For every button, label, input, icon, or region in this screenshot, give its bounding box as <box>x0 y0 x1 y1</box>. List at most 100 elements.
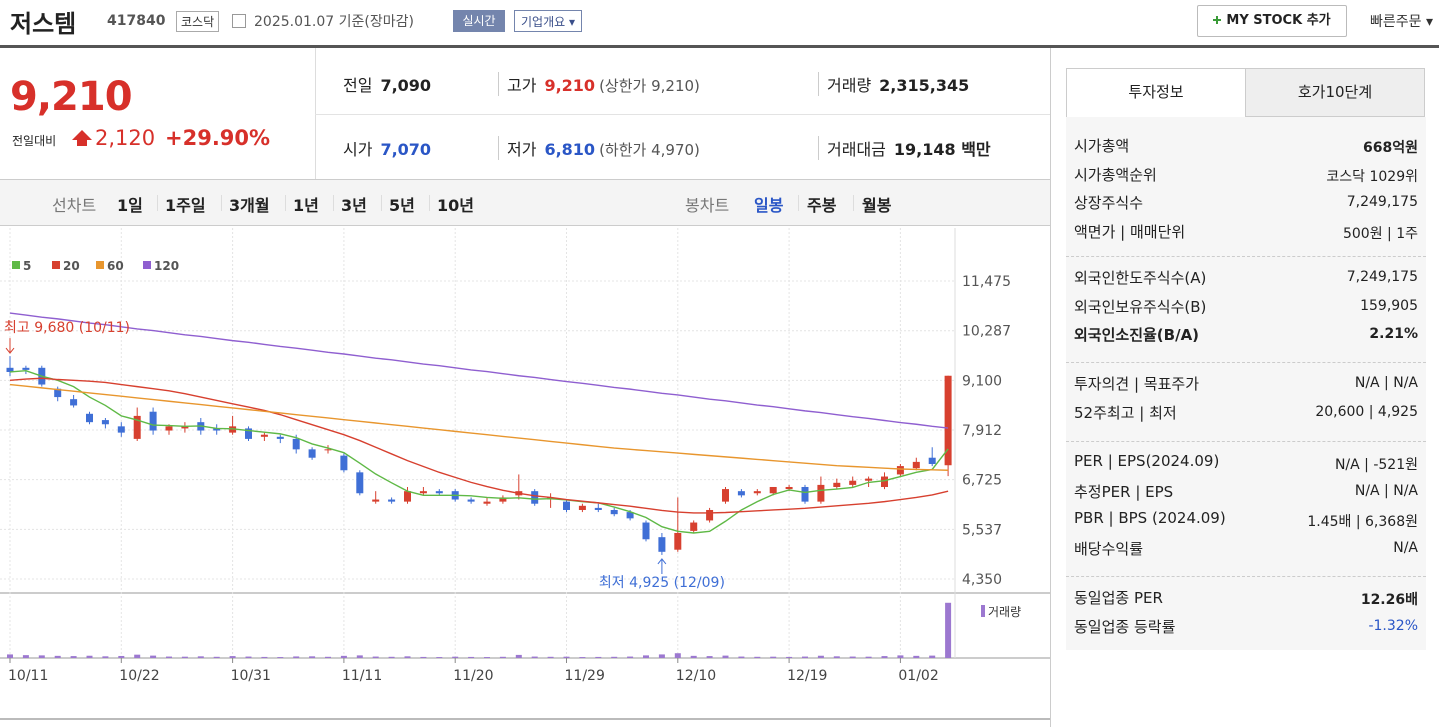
candle-body <box>435 491 443 494</box>
quick-order-label: 빠른주문 <box>1370 14 1422 30</box>
period-tab[interactable]: 1년 <box>293 196 319 215</box>
label: 거래량 <box>827 76 872 95</box>
info-value: 7,249,175 <box>1346 194 1418 210</box>
legend-label: 거래량 <box>988 605 1021 619</box>
volume-bar <box>531 656 538 658</box>
x-tick-label: 10/11 <box>8 668 48 684</box>
info-label: 동일업종 등락률 <box>1074 617 1176 636</box>
volume-bar <box>70 656 77 658</box>
volume-bar <box>54 655 61 658</box>
volume-bar <box>38 655 45 658</box>
note: (상한가 9,210) <box>599 77 700 95</box>
overview-label: 기업개요 <box>521 15 566 29</box>
volume-bar <box>261 656 268 658</box>
volume-bar <box>356 655 363 658</box>
candle-body <box>578 505 586 510</box>
change: 2,120 <box>95 126 156 150</box>
candle-body <box>865 478 873 481</box>
value: 19,148 백만 <box>893 140 991 159</box>
volume-bar <box>563 656 570 658</box>
volume-bar <box>118 655 125 658</box>
period-tab[interactable]: 1일 <box>117 196 143 215</box>
volume-bar <box>340 655 347 658</box>
volume-bar <box>929 655 936 658</box>
quick-order[interactable]: 빠른주문 ▾ <box>1370 14 1434 30</box>
current-price: 9,210 <box>10 74 133 120</box>
y-tick-label: 11,475 <box>962 274 1011 290</box>
info-tab[interactable]: 호가10단계 <box>1245 68 1425 117</box>
volume-bar <box>404 656 411 658</box>
volume-bar <box>102 656 109 658</box>
info-row: 외국인한도주식수(A) 7,249,175 <box>1066 263 1426 292</box>
y-tick-label: 9,100 <box>962 373 1002 389</box>
info-label: 시가총액 <box>1074 137 1130 155</box>
info-section: 투자의견 | 목표주가 N/A | N/A 52주최고 | 최저 20,600 | 4… <box>1066 362 1426 426</box>
stock-name: 저스템 <box>10 10 77 38</box>
candle-body <box>896 466 904 475</box>
volume-bar <box>7 654 13 658</box>
volume-bar <box>468 656 475 658</box>
up-icon-stem <box>77 140 87 146</box>
candle-body <box>753 491 761 494</box>
realtime-button[interactable]: 실시간 <box>453 10 505 32</box>
volume-bar <box>786 656 793 658</box>
candle-body <box>419 491 427 494</box>
candle-body <box>308 449 316 458</box>
legend-swatch <box>143 261 151 269</box>
period-tab[interactable]: 10년 <box>437 196 474 215</box>
volume-bar <box>372 656 379 658</box>
info-value: 20,600 | 4,925 <box>1315 403 1418 420</box>
candle-body <box>149 411 157 431</box>
candle-body <box>467 499 475 502</box>
x-tick-label: 11/20 <box>453 668 493 684</box>
period-tab[interactable]: 월봉 <box>862 196 892 215</box>
up-icon <box>72 130 92 140</box>
candle-body <box>610 509 618 515</box>
value: 6,810 <box>544 140 596 159</box>
candle-body <box>785 486 793 490</box>
x-tick-label: 01/02 <box>898 668 938 684</box>
candle-body <box>324 449 332 451</box>
value: 7,070 <box>380 140 432 159</box>
candle-body <box>181 426 189 429</box>
info-section: 시가총액 668억원 시가총액순위 코스닥 1029위 상장주식수 7,249,175 액면… <box>1066 131 1426 245</box>
label: 거래대금 <box>827 140 886 159</box>
candle-body <box>801 486 809 502</box>
info-tab[interactable]: 투자정보 <box>1066 68 1246 117</box>
divider <box>315 48 316 179</box>
overview-button[interactable]: 기업개요 ▾ <box>514 10 583 32</box>
mystock-button[interactable]: MY STOCK 추가 <box>1197 5 1347 37</box>
period-tab[interactable]: 일봉 <box>754 196 784 215</box>
volume-bar <box>181 656 188 658</box>
volume-bar <box>817 655 824 658</box>
volume-bar <box>436 657 443 658</box>
tab-separator <box>853 195 854 211</box>
volume-bar <box>134 654 141 658</box>
volume-bar <box>643 655 649 658</box>
candle-body <box>881 476 888 487</box>
volume-bar <box>674 653 681 658</box>
candle-body <box>6 367 14 372</box>
mystock-label: MY STOCK 추가 <box>1226 13 1331 28</box>
info-label: 52주최고 | 최저 <box>1074 403 1177 422</box>
candle-body <box>499 497 507 502</box>
volume-bar <box>452 656 459 658</box>
volume-bar <box>913 655 920 658</box>
info-section: 외국인한도주식수(A) 7,249,175 외국인보유주식수(B) 159,905 외국… <box>1066 256 1426 349</box>
calendar-icon <box>232 14 246 28</box>
period-tab[interactable]: 주봉 <box>807 196 837 215</box>
info-value: 500원 | 1주 <box>1342 225 1418 242</box>
period-tab[interactable]: 5년 <box>389 196 415 215</box>
volume-bar <box>865 656 872 658</box>
quote-field: 전일 7,090 <box>343 72 431 96</box>
x-tick-label: 12/10 <box>676 668 716 684</box>
candle-body <box>165 426 173 431</box>
change-label: 전일대비 <box>12 134 57 148</box>
volume-bar <box>849 656 856 658</box>
period-tab[interactable]: 1주일 <box>165 196 206 215</box>
annotation-arrow <box>5 338 15 354</box>
period-tab[interactable]: 3개월 <box>229 196 270 215</box>
info-section: PER | EPS(2024.09) N/A | -521원 추정PER | EPS… <box>1066 441 1426 562</box>
legend-label: 20 <box>63 259 80 273</box>
period-tab[interactable]: 3년 <box>341 196 367 215</box>
